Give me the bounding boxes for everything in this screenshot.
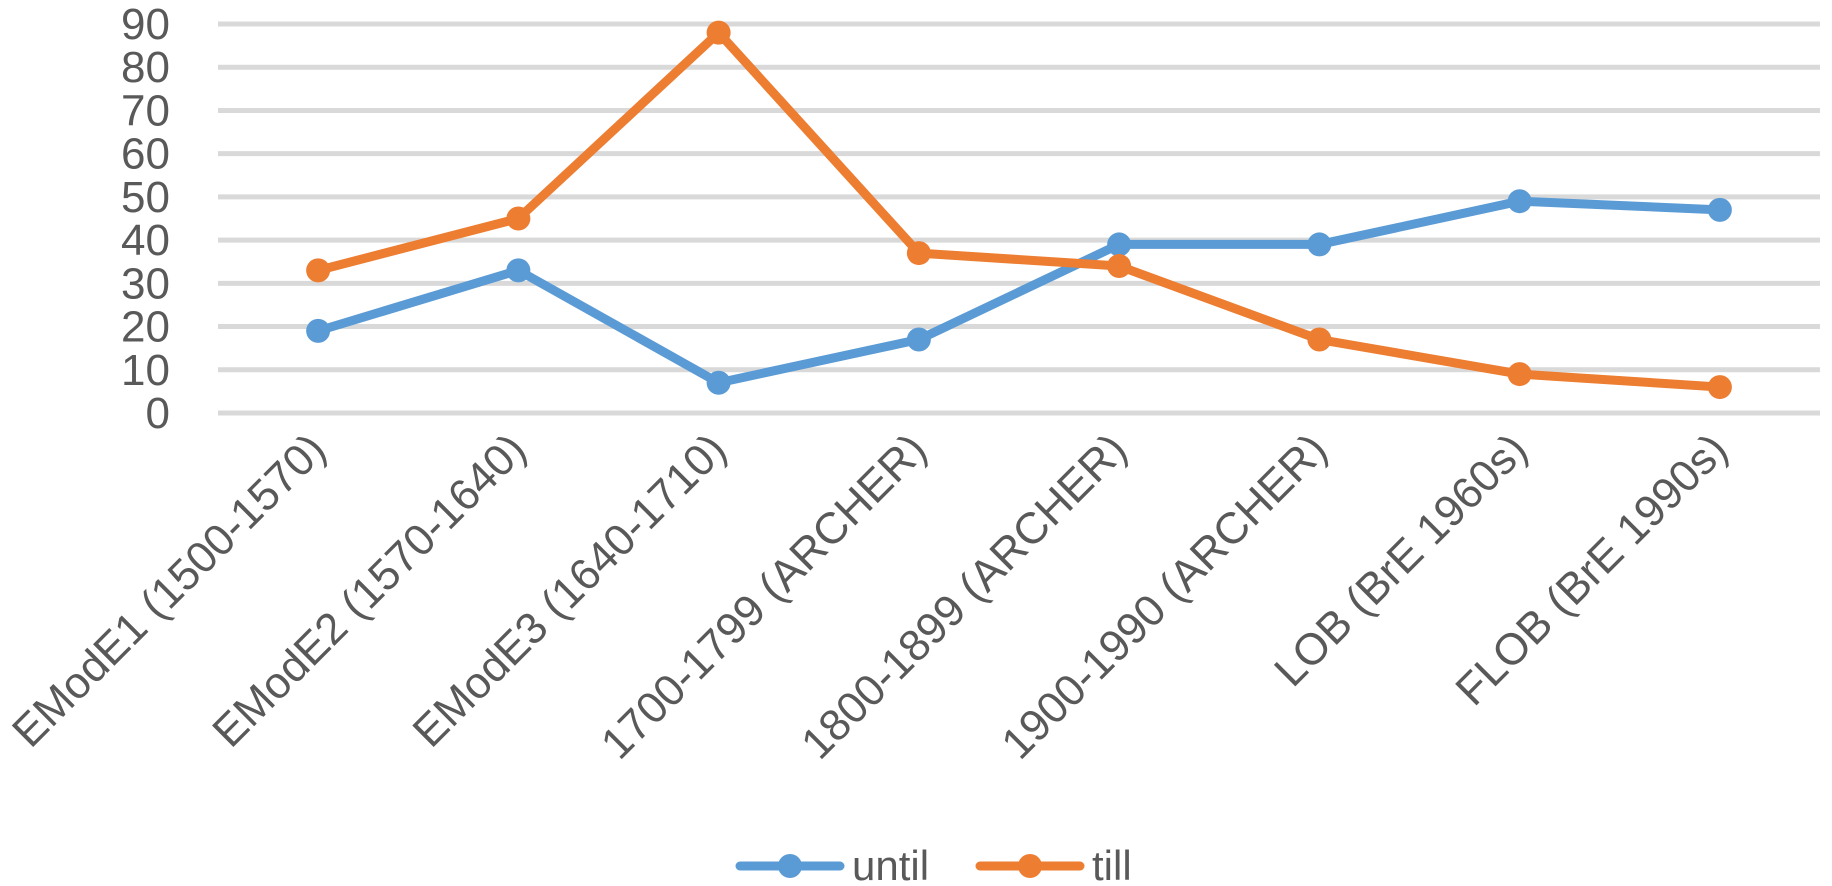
y-tick-label: 50	[121, 173, 170, 222]
y-tick-label: 70	[121, 86, 170, 135]
data-point-until	[1507, 189, 1532, 214]
data-point-till	[506, 206, 531, 231]
y-tick-label: 30	[121, 259, 170, 308]
data-point-until	[1107, 232, 1132, 257]
data-point-until	[306, 318, 331, 343]
legend: until till	[735, 842, 1132, 886]
y-tick-label: 90	[121, 0, 170, 49]
data-point-till	[1107, 254, 1132, 279]
data-point-till	[906, 241, 931, 266]
x-tick-label: 1700-1799 (ARCHER)	[592, 424, 936, 768]
y-tick-label: 80	[121, 43, 170, 92]
series-until	[306, 189, 1732, 395]
data-point-until	[1307, 232, 1332, 257]
y-tick-label: 20	[121, 303, 170, 352]
y-tick-label: 10	[121, 346, 170, 395]
gridlines	[218, 21, 1820, 416]
legend-item-until: until	[735, 842, 929, 886]
data-point-until	[1707, 197, 1732, 222]
data-point-until	[506, 258, 531, 283]
series-lines	[306, 20, 1732, 400]
y-tick-label: 40	[121, 216, 170, 265]
legend-label: till	[1092, 842, 1132, 886]
legend-label: until	[852, 842, 929, 886]
y-tick-label: 60	[121, 130, 170, 179]
data-point-until	[906, 327, 931, 352]
x-tick-label: 1800-1899 (ARCHER)	[792, 424, 1136, 768]
x-axis-tick-labels: EModE1 (1500-1570)EModE2 (1570-1640)EMod…	[3, 424, 1737, 768]
data-point-till	[1507, 362, 1532, 387]
legend-swatch-marker	[778, 854, 802, 878]
data-point-until	[706, 370, 731, 395]
legend-item-till: till	[975, 842, 1132, 886]
data-point-till	[1307, 327, 1332, 352]
x-tick-label: 1900-1990 (ARCHER)	[992, 424, 1336, 768]
series-till	[306, 20, 1732, 400]
legend-swatch-marker	[1018, 854, 1042, 878]
series-line-till	[313, 28, 1725, 392]
y-tick-label: 0	[146, 389, 170, 438]
data-point-till	[306, 258, 331, 283]
data-point-till	[1707, 375, 1732, 400]
series-line-until	[313, 196, 1725, 388]
data-point-till	[706, 20, 731, 45]
